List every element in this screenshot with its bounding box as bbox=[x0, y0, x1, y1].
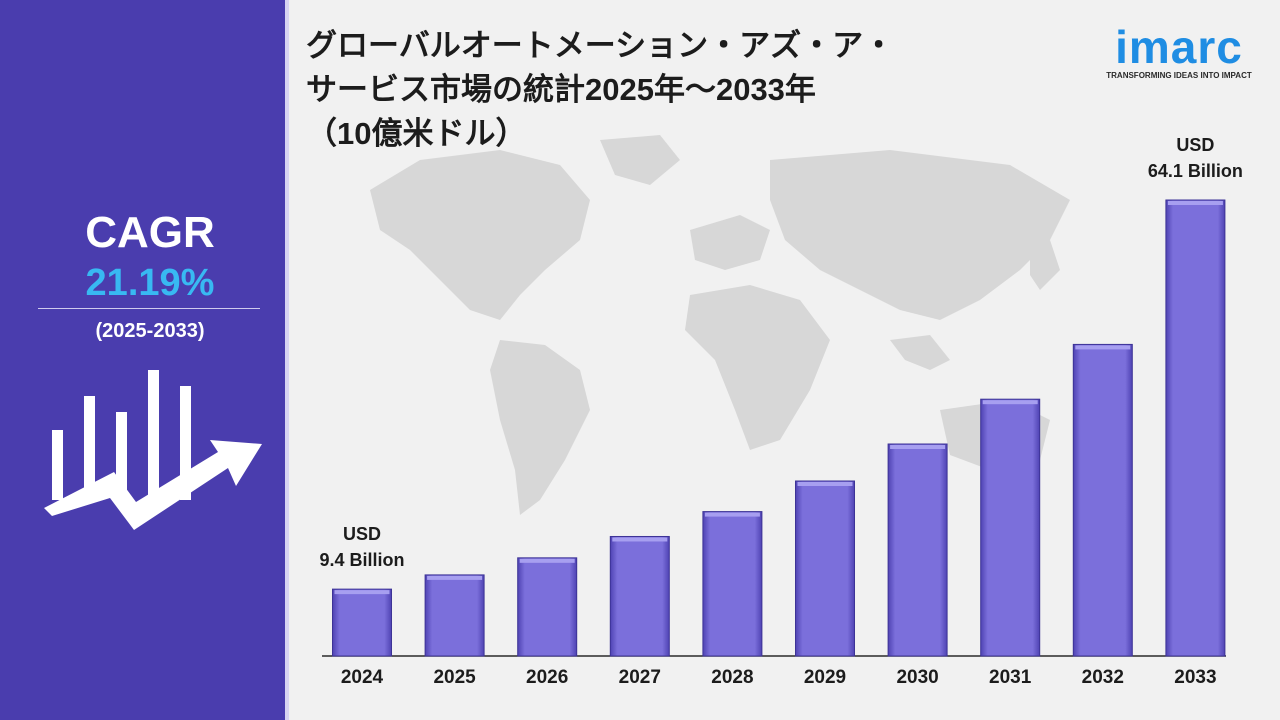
last-bar-value: 64.1 Billion bbox=[1147, 161, 1243, 181]
bar-2026 bbox=[517, 557, 578, 657]
bar-highlight-2030 bbox=[890, 445, 946, 450]
x-tick-label-2032: 2032 bbox=[1082, 667, 1124, 688]
chart-title-line-3: （10億米ドル） bbox=[306, 116, 527, 151]
chart-title: グローバルオートメーション・アズ・ア・ サービス市場の統計2025年～2033年… bbox=[306, 24, 1066, 156]
growth-chart-arrow-icon bbox=[44, 370, 262, 530]
bar-2031 bbox=[980, 398, 1041, 657]
cagr-value: 21.19% bbox=[85, 262, 215, 304]
bar-2032 bbox=[1072, 343, 1133, 657]
bar-highlight-2033 bbox=[1167, 201, 1223, 205]
x-tick-label-2031: 2031 bbox=[989, 667, 1032, 688]
x-tick-label-2029: 2029 bbox=[804, 667, 846, 688]
chart-title-line-1: グローバルオートメーション・アズ・ア・ bbox=[306, 28, 895, 63]
bar-highlight-2026 bbox=[519, 558, 575, 563]
chart-title-line-2: サービス市場の統計2025年～2033年 bbox=[306, 72, 816, 107]
bar-highlight-2027 bbox=[612, 537, 668, 542]
x-tick-label-2033: 2033 bbox=[1174, 667, 1216, 688]
first-bar-annotation: USD 9.4 Billion bbox=[292, 521, 432, 573]
world-map-background bbox=[370, 135, 1070, 515]
x-tick-label-2027: 2027 bbox=[619, 667, 661, 688]
x-tick-label-2026: 2026 bbox=[526, 667, 568, 688]
logo-wordmark: imarc bbox=[1115, 21, 1243, 73]
bar-highlight-2032 bbox=[1075, 345, 1131, 350]
logo-tagline: TRANSFORMING IDEAS INTO IMPACT bbox=[1106, 71, 1252, 80]
bar-2028 bbox=[702, 511, 763, 657]
first-bar-currency: USD bbox=[342, 524, 381, 545]
bar-highlight-2031 bbox=[982, 400, 1038, 405]
last-bar-currency: USD bbox=[1176, 135, 1215, 155]
bar-2024 bbox=[332, 588, 392, 657]
bar-2029 bbox=[795, 480, 855, 657]
bar-2030 bbox=[887, 443, 948, 657]
first-bar-value: 9.4 Billion bbox=[319, 550, 405, 571]
x-tick-label-2024: 2024 bbox=[341, 667, 384, 688]
bar-2033 bbox=[1165, 199, 1226, 657]
imarc-logo: imarc TRANSFORMING IDEAS INTO IMPACT bbox=[1095, 12, 1265, 87]
bar-highlight-2025 bbox=[427, 575, 483, 580]
cagr-sidebar bbox=[0, 0, 285, 720]
last-bar-annotation: USD 64.1 Billion bbox=[1125, 132, 1265, 184]
bar-highlight-2029 bbox=[797, 481, 853, 486]
cagr-label: CAGR bbox=[85, 208, 215, 257]
bar-highlight-2024 bbox=[334, 590, 390, 595]
bar-highlight-2028 bbox=[704, 512, 760, 517]
bar-2025 bbox=[424, 574, 485, 657]
x-tick-label-2030: 2030 bbox=[896, 667, 938, 688]
x-tick-label-2025: 2025 bbox=[433, 667, 476, 688]
bar-2027 bbox=[609, 535, 670, 657]
cagr-period: (2025-2033) bbox=[95, 320, 205, 342]
cagr-divider bbox=[38, 308, 260, 309]
sidebar-divider bbox=[285, 0, 289, 720]
x-tick-label-2028: 2028 bbox=[711, 667, 753, 688]
